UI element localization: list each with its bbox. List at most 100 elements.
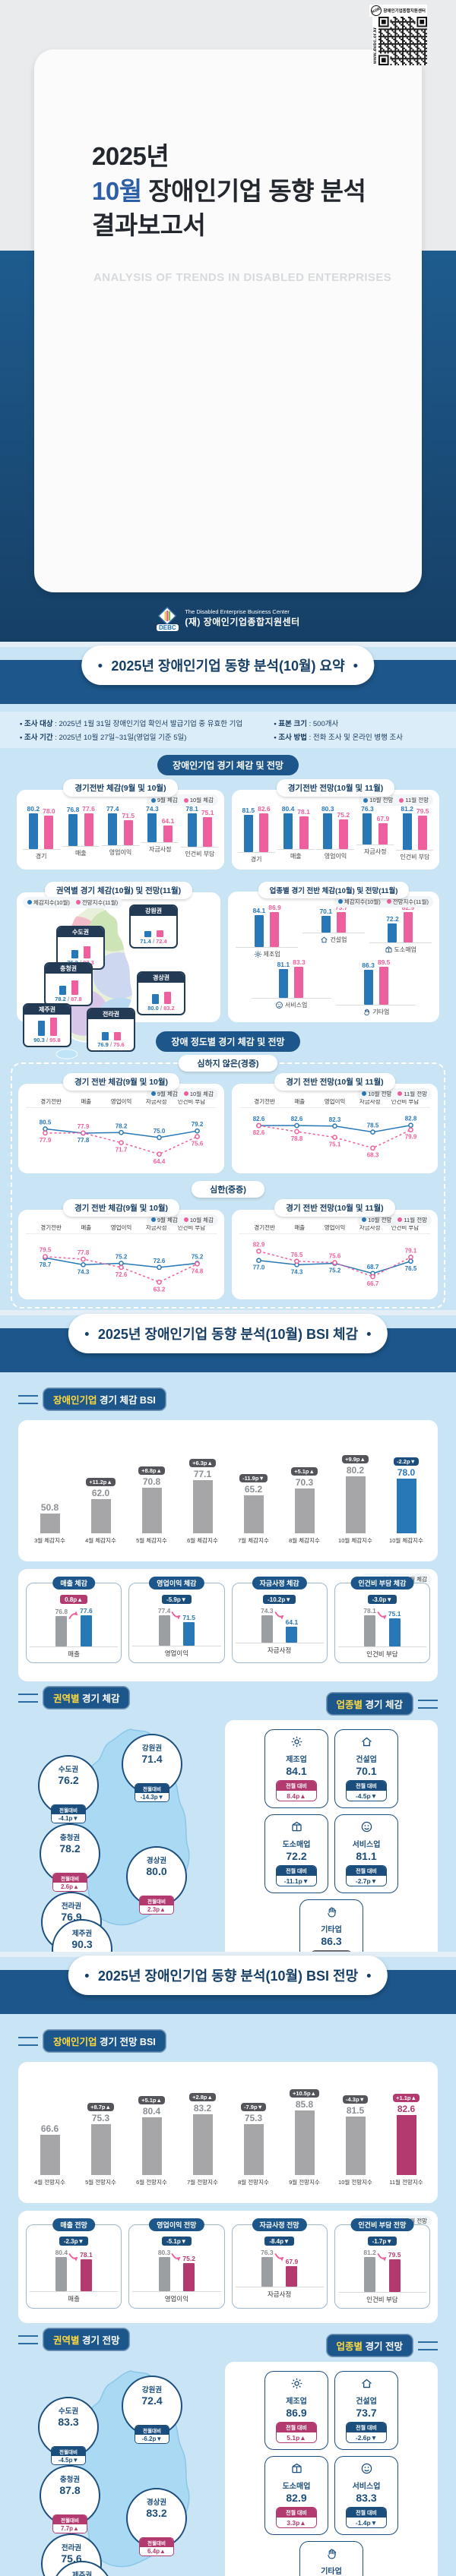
bar-wrap: 81.5	[242, 807, 255, 852]
svg-text:77.0: 77.0	[253, 1264, 265, 1271]
bar-category: 7월 체감지수	[238, 1537, 269, 1544]
industry-tile: 도소매업 72.2 전월 대비 -11.1p▼	[264, 1814, 328, 1893]
svg-text:74.3: 74.3	[291, 1268, 303, 1275]
trend-bar-group: +5.1p▲ 80.4 6월 전망지수	[126, 2066, 177, 2186]
metric-title: 인건비 부담 체감	[350, 1577, 414, 1589]
bar-wrap: 64.1	[286, 1618, 298, 1643]
bar-wrap: 81.2	[363, 2249, 376, 2292]
badge-ornament	[418, 2341, 438, 2350]
bar-value: 76.3	[361, 805, 374, 813]
bar-category: 경기	[35, 852, 47, 860]
category-label: 영업이익	[324, 1097, 346, 1105]
bar	[55, 2257, 68, 2291]
badge-region: 권역별 경기 체감	[43, 1686, 131, 1709]
bar-category: 5월 전망지수	[85, 2179, 116, 2186]
badge-value: -6.2p▼	[135, 2435, 169, 2443]
bar-value: 76.8	[66, 806, 80, 814]
industry-tiles-card: 제조업 86.9 전월 대비 5.1p▲ 건설업 73.7 전월 대비 -2.6p▼ 도소매업 8…	[225, 2362, 438, 2576]
section-summary: 2025년 장애인기업 동향 분석(10월) 요약 조사 대상 : 2025년 …	[0, 642, 456, 1310]
svg-text:75.2: 75.2	[116, 1253, 128, 1260]
bar-group: 80.4 78.1 매출	[276, 805, 315, 863]
metric-category: 인건비 부담	[366, 1650, 398, 1659]
bar-wrap: 78.1	[80, 2251, 93, 2291]
category-label: 영업이익	[110, 1223, 132, 1231]
bar-pair: 77.4 71.5	[101, 805, 140, 847]
legend-dot-pink	[386, 899, 391, 904]
badge-value: 3.3p▲	[277, 2518, 316, 2527]
trend-bar-group: ·66.64월 전망지수	[24, 2066, 75, 2186]
bar-pair: 81.2 79.5	[337, 2247, 426, 2293]
bar-wrap: 84.1	[253, 907, 265, 947]
bar	[345, 2116, 366, 2175]
bar-value: 71.5	[182, 1613, 195, 1621]
bar-value: 80.2	[27, 805, 40, 813]
legend-dot-blue	[363, 797, 369, 803]
bsi-trend-card: ·66.64월 전망지수+8.7p▲75.35월 전망지수+5.1p▲80.46…	[18, 2062, 438, 2203]
bar-value: 80.2	[346, 1464, 365, 1476]
bar	[59, 985, 66, 995]
category-label: 자금사정	[145, 1097, 167, 1105]
bar-value: 78.1	[297, 807, 310, 816]
line-title: 경기 전반 체감(9월 및 10월)	[62, 1072, 180, 1091]
bar-category: 5월 체감지수	[136, 1537, 167, 1544]
page-title: 2025년 10월 장애인기업 동향 분석 결과보고서	[92, 139, 366, 243]
industry-tiles-card: 제조업 84.1 전월 대비 8.4p▲ 건설업 70.1 전월 대비 -4.5p▼ 도소매업 7…	[225, 1720, 438, 1952]
map-title: 권역별 경기 체감(10월) 및 전망(11월)	[44, 881, 193, 899]
region-name: 전라권	[61, 2544, 82, 2552]
bar-category: 영업이익	[109, 849, 132, 857]
bar-value: 80.4	[281, 805, 295, 813]
badge-value: 7.7p▲	[53, 2524, 87, 2533]
trend-arrow-icon	[68, 2252, 80, 2262]
change-badge: 전월대비 2.3p▲	[139, 1896, 174, 1915]
change-badge: +6.3p▲	[189, 1458, 216, 1467]
smile-icon	[360, 2462, 373, 2479]
industry-value: 82.9	[286, 2492, 307, 2504]
bar	[278, 968, 288, 998]
category-label: 매출	[81, 1223, 92, 1231]
detail-pairs-card: 10월 전망 11월 전망 매출 전망-2.3p▼80.478.1매출영업이익 …	[18, 2211, 438, 2323]
category-row: 경기전반 매출 영업이익 자금사정 인건비 부담	[26, 1213, 217, 1234]
section2-title: 2025년 장애인기업 동향 분석(10월) BSI 체감	[68, 1314, 388, 1353]
bar-value: 82.9	[401, 903, 415, 911]
svg-text:77.8: 77.8	[78, 1249, 90, 1256]
badge-label: 전월 대비	[347, 1866, 386, 1876]
change-badge: -5.9p▼	[162, 1595, 192, 1604]
bar-category: 9월 전망지수	[289, 2179, 320, 2186]
bar	[203, 816, 213, 847]
bar-wrap: 82.6	[258, 805, 271, 852]
bar-category: 기타업	[363, 1008, 389, 1016]
line-chart-card: 10월 전망 11월 전망 경기전반 매출 영업이익 자금사정 인건비 부담 77.0 7…	[232, 1209, 438, 1299]
badge-value: 8.4p▲	[277, 1791, 316, 1801]
bar-group: 78.1 75.1 인건비 부담	[180, 805, 220, 860]
industry-value: 84.1	[286, 1765, 307, 1777]
industry-tile: 건설업 70.1 전월 대비 -4.5p▼	[334, 1729, 398, 1808]
trend-arrow-icon	[274, 1610, 286, 1621]
region-name: 강원권	[141, 1744, 163, 1753]
region-values: 71.4 / 72.4	[140, 937, 167, 945]
bar-wrap: 64.1	[162, 817, 174, 842]
bar-category: 제조업	[254, 950, 280, 958]
bar-wrap: 80.4	[281, 805, 295, 850]
trend-bar-group: +6.3p▲ 77.1 6월 체감지수	[177, 1425, 228, 1545]
bar	[396, 1479, 416, 1533]
change-badge: -1.7p▼	[367, 2237, 397, 2246]
bar	[323, 813, 333, 849]
bar-wrap: 80.4	[55, 2249, 68, 2291]
bar-wrap: 81.1	[277, 961, 290, 998]
badge-label: 전월대비	[135, 1784, 169, 1793]
bar-pair: 76.3 67.9	[356, 805, 394, 845]
bar	[378, 823, 388, 844]
industry-value: 81.1	[356, 1850, 377, 1862]
bar-value: 77.6	[80, 1607, 93, 1615]
change-badge: +5.1p▲	[291, 1467, 318, 1476]
region-values: 80.0 / 83.2	[147, 1004, 175, 1012]
svg-text:68.3: 68.3	[367, 1151, 379, 1158]
bar	[108, 813, 118, 846]
category-label: 경기전반	[40, 1223, 62, 1231]
pill-sentiment-outlook: 장애인기업 경기 체감 및 전망	[157, 755, 299, 775]
trend-bar-group: +10.5p▲ 85.8 9월 전망지수	[279, 2066, 330, 2186]
bar	[396, 2114, 416, 2175]
trend-bar-group: +5.1p▲ 70.3 8월 체감지수	[279, 1425, 330, 1545]
